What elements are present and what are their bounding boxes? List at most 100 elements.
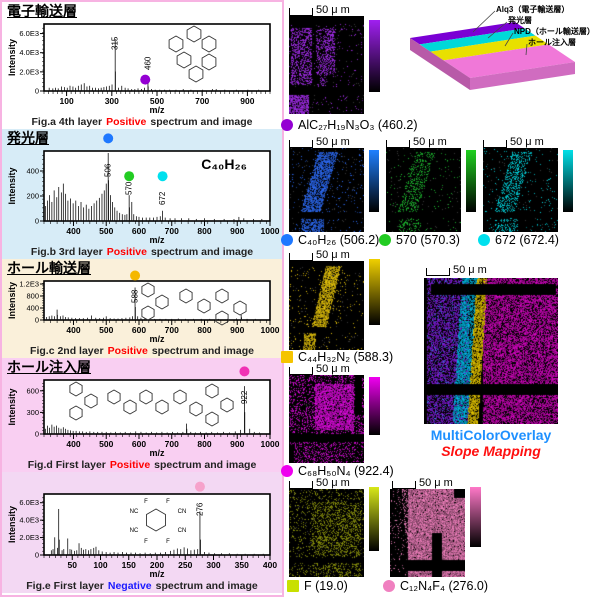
svg-text:2.0E3: 2.0E3 (19, 67, 39, 76)
svg-text:Intensity: Intensity (7, 388, 17, 425)
svg-text:700: 700 (165, 439, 179, 449)
svg-text:700: 700 (195, 96, 209, 106)
scale-bar-line (289, 253, 313, 261)
scale-bar-label: 50 μ m (419, 477, 453, 489)
svg-text:900: 900 (230, 439, 244, 449)
layer-title: 発光層 (2, 129, 282, 147)
figure-root: 電子輸送層 0 2.0E3 4.0E3 6.0E3 100 300 500 700 900 m/z… (0, 0, 600, 599)
ion-label-text: AlC₂₇H₁₉N₃O₃ (460.2) (298, 118, 418, 132)
ion-image-460 (289, 16, 364, 114)
svg-text:588: 588 (131, 289, 140, 303)
svg-text:570: 570 (125, 181, 134, 195)
svg-text:800: 800 (197, 325, 211, 335)
figure-caption-a: Fig.a 4th layer Positive spectrum and imag… (2, 116, 282, 129)
scale-bar-line (289, 8, 313, 16)
layer-title: 電子輸送層 (2, 2, 282, 20)
caption-text: spectrum and image (156, 580, 258, 592)
scale-bar: 50 μ m (289, 136, 350, 148)
svg-text:200: 200 (26, 192, 39, 201)
ion-label-276: C₁₂N₄F₄ (276.0) (383, 579, 488, 593)
svg-text:672: 672 (158, 191, 167, 205)
ion-label-text: 570 (570.3) (396, 233, 460, 247)
svg-text:300: 300 (26, 408, 39, 417)
scale-bar-label: 50 μ m (316, 249, 350, 261)
svg-text:500: 500 (99, 325, 113, 335)
svg-text:6.0E3: 6.0E3 (19, 29, 39, 38)
svg-text:100: 100 (60, 96, 74, 106)
svg-text:460: 460 (143, 56, 152, 70)
scale-bar-line (289, 367, 313, 375)
spectrum-chart-e: 02.0E34.0E36.0E350 100 150 200 250 300 350 400m… (6, 490, 276, 580)
caption-text: Fig.a 4th layer (31, 116, 102, 128)
svg-text:0: 0 (35, 316, 39, 325)
svg-text:800: 800 (26, 292, 39, 301)
svg-text:0: 0 (35, 430, 39, 439)
ion-image-276 (390, 489, 465, 577)
schematic-label-emission: 発光層 (507, 15, 532, 25)
svg-text:315: 315 (111, 36, 120, 50)
ion-label-text: C₁₂N₄F₄ (276.0) (400, 579, 488, 593)
scale-bar-line (392, 481, 416, 489)
scale-bar: 50 μ m (483, 136, 544, 148)
colorbar-F (369, 487, 379, 551)
spectrum-chart-d: 0 300 600 400 500 600 700 800 900 1000 m/z Intensit… (6, 376, 276, 459)
ion-label-text: 672 (672.4) (495, 233, 559, 247)
scale-bar-label: 50 μ m (510, 136, 544, 148)
svg-text:1000: 1000 (261, 325, 280, 335)
svg-text:400: 400 (66, 226, 80, 236)
svg-text:m/z: m/z (149, 235, 165, 245)
panel-emission-layer: 発光層 0 200 400 400 500 600 700 800 900 1000 m/z Inte… (2, 129, 282, 259)
spectrum-chart-b: 0200400400 500 600 700 800 900 1000m/zIntensit… (6, 147, 276, 246)
svg-text:F: F (166, 539, 170, 545)
svg-text:NC: NC (130, 509, 139, 515)
svg-text:800: 800 (197, 226, 211, 236)
marker-dot-pink (383, 580, 395, 592)
panel-hole-injection-layer: ホール注入層 0 300 600 400 500 600 700 800 900 1000 m/z I… (2, 358, 282, 472)
scale-bar-label: 50 μ m (413, 136, 447, 148)
multicolor-overlay-image (424, 278, 558, 424)
svg-text:CN: CN (178, 528, 187, 534)
svg-text:C₄₀H₂₆: C₄₀H₂₆ (201, 156, 247, 172)
svg-text:4.0E3: 4.0E3 (19, 516, 39, 525)
scale-bar: 50 μ m (392, 477, 453, 489)
marker-dot-blue (281, 234, 293, 246)
scale-bar: 50 μ m (289, 477, 350, 489)
caption-text: Fig.e First layer (26, 580, 104, 592)
svg-text:900: 900 (230, 325, 244, 335)
colorbar-672 (563, 150, 573, 212)
caption-text: Fig.c 2nd layer (30, 345, 104, 357)
svg-text:2.0E3: 2.0E3 (19, 533, 39, 542)
scale-bar: 50 μ m (289, 363, 350, 375)
scale-bar-line (483, 140, 507, 148)
colorbar-570 (466, 150, 476, 212)
ion-label-570: 570 (570.3) (379, 233, 460, 247)
svg-text:m/z: m/z (149, 334, 165, 344)
svg-text:506: 506 (104, 163, 113, 177)
colorbar-460 (369, 20, 380, 92)
svg-text:922: 922 (240, 390, 249, 404)
svg-text:m/z: m/z (149, 569, 165, 579)
svg-text:700: 700 (165, 226, 179, 236)
svg-text:NC: NC (130, 528, 139, 534)
figure-caption-e: Fig.e First layer Negative spectrum and im… (2, 580, 282, 593)
svg-text:4.0E3: 4.0E3 (19, 48, 39, 57)
svg-text:m/z: m/z (149, 448, 165, 458)
scale-bar-line (289, 481, 313, 489)
spectrum-chart-c: 04008001.2E3400 500 600 700 800 900 1000m/zInt… (6, 277, 276, 345)
svg-text:100: 100 (93, 560, 107, 570)
ion-label-922: C₆₈H₅₀N₄ (922.4) (281, 464, 394, 478)
scale-bar: 50 μ m (289, 249, 350, 261)
svg-text:0: 0 (35, 87, 39, 96)
oled-stack-schematic: Alq3（電子輸送層） 発光層 NPD（ホール輸送層） ホール注入層 (396, 2, 600, 96)
scale-bar-line (289, 140, 313, 148)
spectra-column: 電子輸送層 0 2.0E3 4.0E3 6.0E3 100 300 500 700 900 m/z… (0, 0, 284, 597)
ion-image-588 (289, 261, 364, 350)
marker-square-yellow (281, 351, 293, 363)
scale-bar-line (426, 268, 450, 276)
caption-text: Fig.b 3rd layer (31, 246, 103, 258)
ion-label-672: 672 (672.4) (478, 233, 559, 247)
ion-label-506: C₄₀H₂₆ (506.2) (281, 233, 379, 247)
svg-text:Intensity: Intensity (7, 39, 17, 76)
layer-title (2, 472, 282, 490)
svg-text:350: 350 (235, 560, 249, 570)
